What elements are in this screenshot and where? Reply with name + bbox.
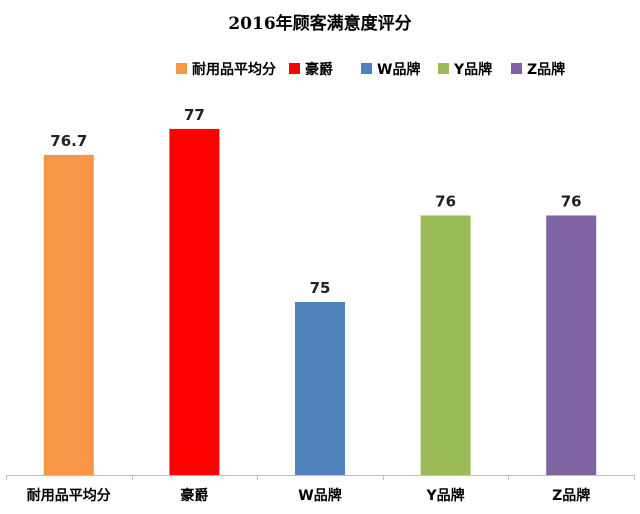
bar-group bbox=[43, 128, 597, 476]
chart-legend: 耐用品平均分 豪爵 W品牌 Y品牌 Z品牌 bbox=[176, 61, 565, 78]
legend-swatch bbox=[511, 63, 522, 74]
data-label: 76.7 bbox=[50, 132, 87, 150]
x-tick-label: 耐用品平均分 bbox=[27, 487, 111, 504]
chart-title: 2016年顾客满意度评分 bbox=[228, 13, 411, 34]
legend-item-label: Y品牌 bbox=[453, 61, 492, 78]
x-tick-label: 豪爵 bbox=[180, 487, 208, 504]
data-label: 76 bbox=[561, 192, 582, 210]
x-tick-label: Y品牌 bbox=[426, 487, 465, 504]
x-tick-label: W品牌 bbox=[298, 487, 341, 504]
x-axis: 耐用品平均分 豪爵 W品牌 Y品牌 Z品牌 bbox=[6, 475, 635, 504]
bar bbox=[43, 154, 94, 475]
x-tick-label: Z品牌 bbox=[552, 487, 590, 504]
bar bbox=[420, 215, 471, 475]
bar bbox=[169, 128, 220, 476]
data-label: 76 bbox=[435, 192, 456, 210]
legend-item-label: Z品牌 bbox=[527, 61, 565, 78]
legend-item-label: 豪爵 bbox=[305, 61, 333, 78]
legend-swatch bbox=[289, 63, 300, 74]
data-label: 75 bbox=[310, 279, 331, 297]
legend-item-label: W品牌 bbox=[377, 61, 420, 78]
legend-swatch bbox=[361, 63, 372, 74]
bar bbox=[295, 301, 345, 475]
bar bbox=[546, 215, 597, 475]
legend-swatch bbox=[438, 63, 449, 74]
data-label-group: 76.7 77 75 76 76 bbox=[50, 106, 581, 297]
legend-item-label: 耐用品平均分 bbox=[192, 61, 276, 78]
legend-swatch bbox=[176, 63, 187, 74]
data-label: 77 bbox=[184, 106, 205, 124]
